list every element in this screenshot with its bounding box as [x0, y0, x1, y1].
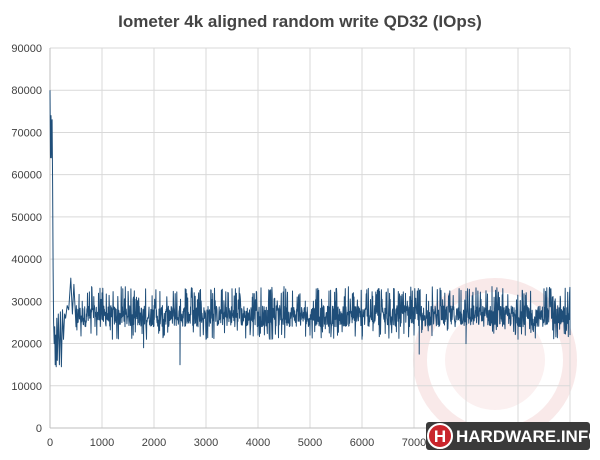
watermark-badge: H HARDWARE.INFO: [426, 422, 600, 450]
y-tick-80000: 80000: [11, 85, 42, 97]
series-line: [49, 90, 571, 368]
x-tick-4000: 4000: [246, 437, 270, 449]
plot-area: [49, 90, 571, 368]
x-tick-3000: 3000: [194, 437, 218, 449]
y-tick-50000: 50000: [11, 212, 42, 224]
grid-lines: [50, 47, 571, 428]
y-tick-60000: 60000: [11, 170, 42, 182]
y-tick-70000: 70000: [11, 127, 42, 139]
y-tick-0: 0: [36, 423, 42, 435]
watermark-logo-circle: [427, 423, 453, 449]
chart-title: Iometer 4k aligned random write QD32 (IO…: [118, 12, 482, 31]
y-tick-10000: 10000: [11, 381, 42, 393]
watermark-logo-letter: H: [434, 427, 446, 446]
x-tick-2000: 2000: [142, 437, 166, 449]
y-tick-labels: 0 10000 20000 30000 40000 50000 60000 70000 8000…: [11, 43, 42, 435]
y-tick-30000: 30000: [11, 296, 42, 308]
y-tick-90000: 90000: [11, 43, 42, 55]
x-tick-5000: 5000: [298, 437, 322, 449]
watermark-badge-bg: [426, 422, 590, 450]
x-tick-1000: 1000: [90, 437, 114, 449]
x-tick-0: 0: [47, 437, 53, 449]
watermark-text: HARDWARE.INFO: [456, 427, 600, 446]
y-tick-20000: 20000: [11, 339, 42, 351]
y-tick-40000: 40000: [11, 254, 42, 266]
watermark-disc: [445, 310, 545, 410]
x-tick-6000: 6000: [350, 437, 374, 449]
x-tick-7000: 7000: [402, 437, 426, 449]
